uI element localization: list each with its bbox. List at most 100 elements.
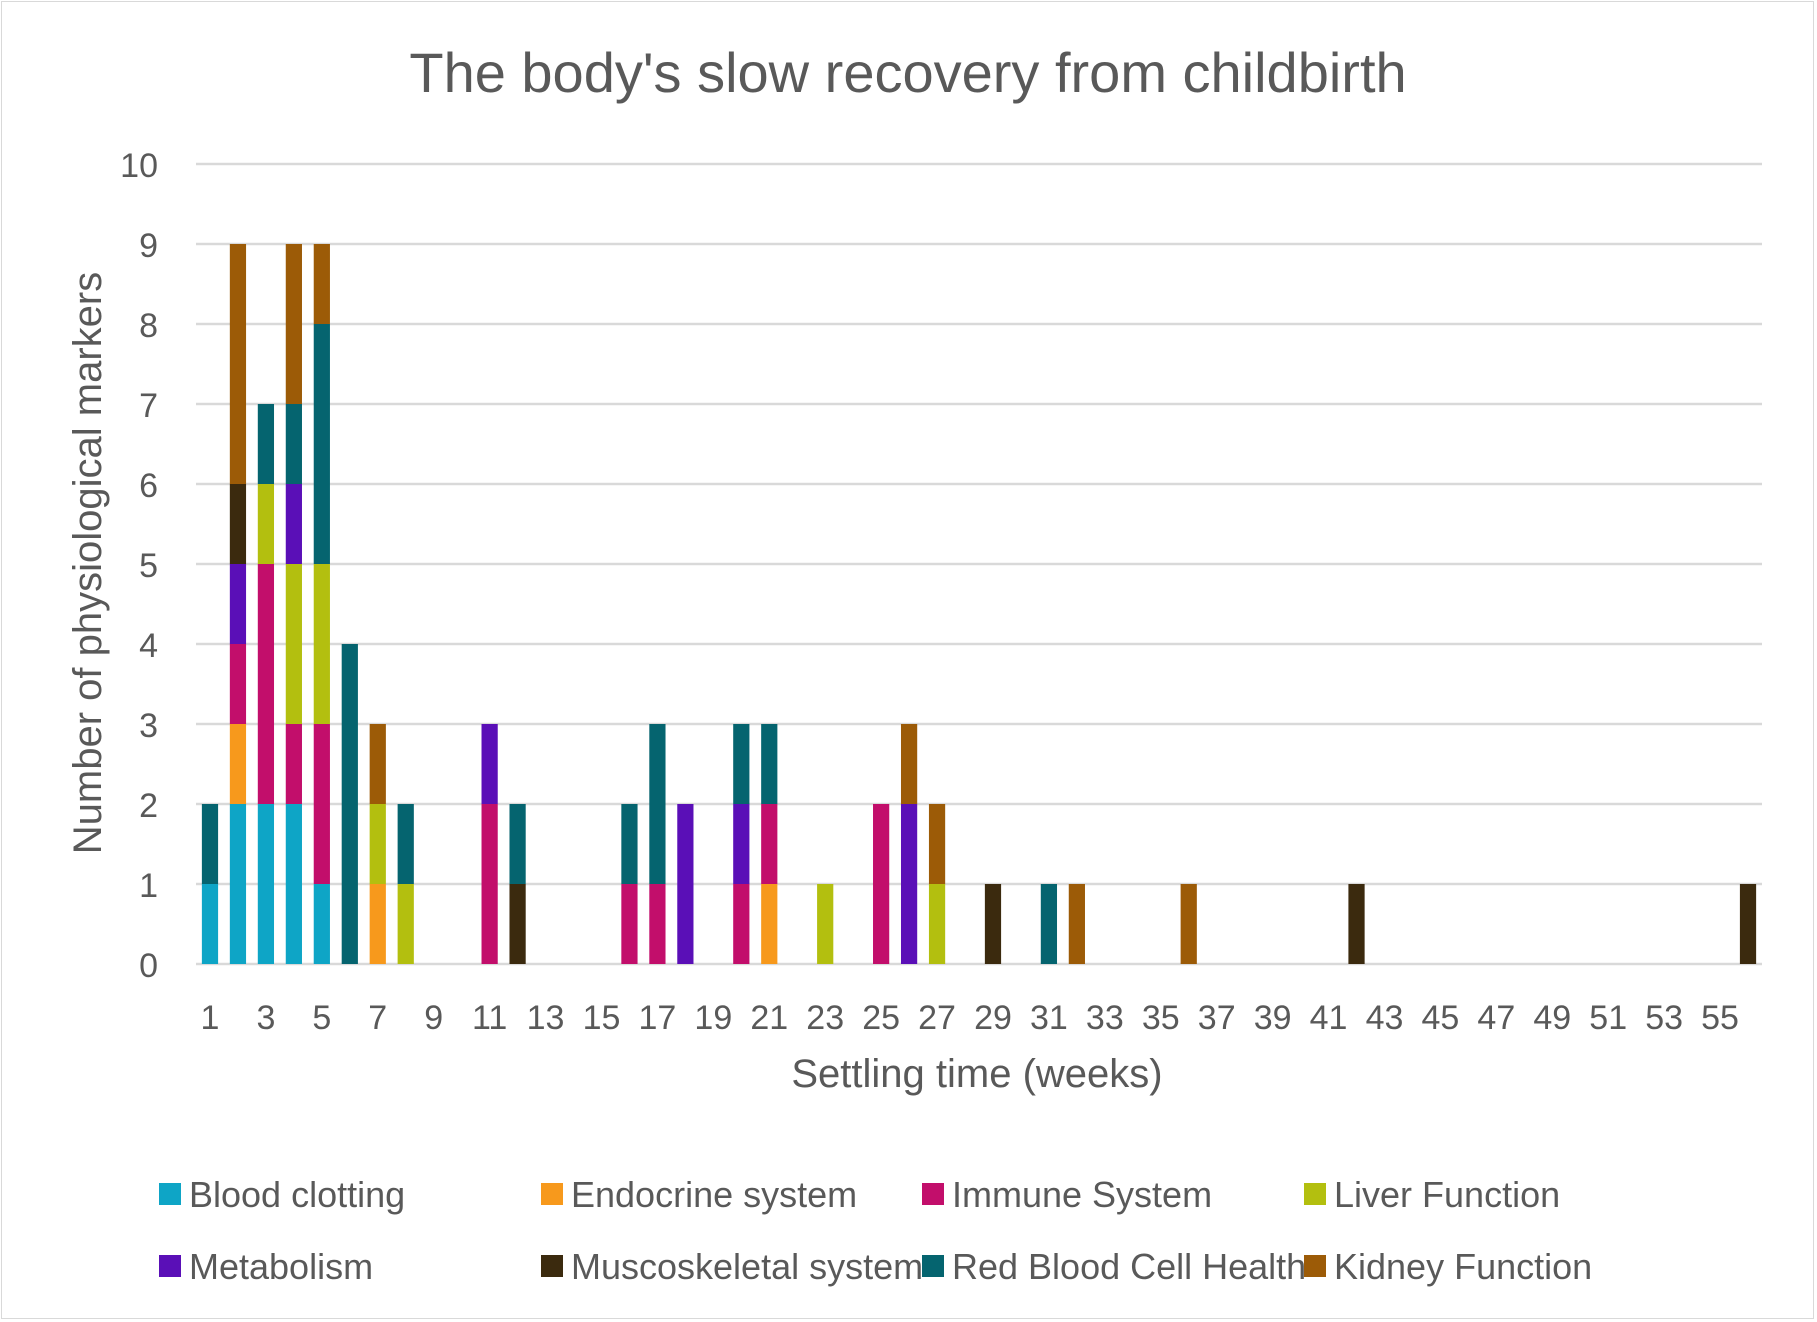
bar-segment: [313, 884, 330, 964]
legend-label: Immune System: [952, 1174, 1212, 1215]
bar-segment: [1739, 884, 1757, 964]
bar-segment: [313, 324, 330, 564]
x-tick-label: 39: [1254, 999, 1292, 1037]
bar-segment: [481, 724, 498, 804]
x-tick-label: 37: [1198, 999, 1236, 1037]
bar-segment: [621, 804, 638, 884]
x-tick-label: 55: [1701, 999, 1739, 1037]
legend-swatch: [922, 1183, 944, 1205]
bar-segment: [257, 404, 275, 484]
legend-item: Muscoskeletal system: [541, 1246, 923, 1287]
x-tick-label: 3: [256, 999, 275, 1037]
y-tick-label: 2: [139, 787, 158, 825]
bar-segment: [369, 804, 386, 884]
bar-segment: [817, 884, 834, 964]
bar-segment: [928, 804, 946, 884]
bar-segment: [313, 724, 330, 884]
y-tick-label: 1: [139, 867, 158, 905]
bar-segment: [984, 884, 1002, 964]
legend-label: Metabolism: [189, 1246, 373, 1287]
legend-label: Liver Function: [1334, 1174, 1560, 1215]
legend-item: Liver Function: [1304, 1174, 1560, 1215]
x-tick-label: 9: [424, 999, 443, 1037]
bar-segment: [285, 404, 302, 484]
legend-label: Red Blood Cell Health: [952, 1246, 1306, 1287]
legend-swatch: [922, 1255, 944, 1277]
x-tick-label: 13: [527, 999, 565, 1037]
bar-segment: [677, 804, 694, 964]
legend-swatch: [541, 1255, 563, 1277]
bar-segment: [257, 804, 275, 964]
x-tick-label: 21: [750, 999, 788, 1037]
bar-segment: [201, 884, 219, 964]
bar-segment: [257, 564, 275, 804]
y-axis-ticks: 0 1 2 3 4 5 6 7 8 9 10: [120, 147, 158, 985]
bar-segment: [285, 564, 302, 724]
bar-segment: [313, 564, 330, 724]
legend-item: Endocrine system: [541, 1174, 857, 1215]
bar-segment: [481, 804, 498, 964]
x-axis-ticks: 1 3 5 7 9 11 13 15 17 19 21 23 25 27 29 31 33 35 37 39 41 43 4…: [201, 999, 1739, 1037]
y-tick-label: 6: [139, 467, 158, 505]
bar-segment: [733, 884, 750, 964]
y-tick-label: 3: [139, 707, 158, 745]
x-tick-label: 19: [694, 999, 732, 1037]
bar-segment: [509, 884, 526, 964]
bar-segment: [201, 804, 219, 884]
x-tick-label: 45: [1421, 999, 1459, 1037]
bar-segment: [761, 884, 778, 964]
bar-segment: [873, 804, 890, 964]
bar-segment: [1348, 884, 1365, 964]
x-tick-label: 7: [368, 999, 387, 1037]
bar-segment: [761, 804, 778, 884]
bar-segment: [397, 884, 414, 964]
legend-item: Blood clotting: [159, 1174, 405, 1215]
bar-segment: [229, 804, 247, 964]
legend-item: Kidney Function: [1304, 1246, 1592, 1287]
x-tick-label: 35: [1142, 999, 1180, 1037]
bar-segment: [229, 244, 247, 484]
y-tick-label: 5: [139, 547, 158, 585]
x-tick-label: 11: [472, 999, 507, 1037]
x-tick-label: 43: [1366, 999, 1404, 1037]
bar-segment: [257, 484, 275, 564]
bar-segment: [1180, 884, 1197, 964]
x-tick-label: 17: [638, 999, 676, 1037]
legend-swatch: [159, 1183, 181, 1205]
bar-segment: [733, 804, 750, 884]
x-tick-label: 47: [1477, 999, 1515, 1037]
x-tick-label: 49: [1533, 999, 1571, 1037]
bar-segment: [649, 724, 666, 884]
bar-segment: [900, 724, 918, 804]
bar-segment: [285, 484, 302, 564]
y-axis-label: Number of physiological markers: [66, 272, 110, 854]
x-tick-label: 15: [583, 999, 621, 1037]
y-tick-label: 9: [139, 227, 158, 265]
legend-swatch: [541, 1183, 563, 1205]
bars: [201, 244, 1757, 964]
y-tick-label: 7: [139, 387, 158, 425]
legend-item: Immune System: [922, 1174, 1212, 1215]
bar-segment: [369, 724, 386, 804]
x-tick-label: 51: [1589, 999, 1627, 1037]
legend-swatch: [159, 1255, 181, 1277]
bar-segment: [285, 244, 302, 404]
x-tick-label: 29: [974, 999, 1012, 1037]
legend-swatch: [1304, 1183, 1326, 1205]
bar-segment: [229, 484, 247, 564]
bar-segment: [341, 644, 358, 964]
y-tick-label: 4: [139, 627, 158, 665]
bar-segment: [509, 804, 526, 884]
bar-segment: [285, 724, 302, 804]
bar-segment: [397, 804, 414, 884]
bar-segment: [313, 244, 330, 324]
y-tick-label: 10: [120, 147, 158, 185]
x-tick-label: 25: [862, 999, 900, 1037]
y-tick-label: 0: [139, 947, 158, 985]
y-tick-label: 8: [139, 307, 158, 345]
bar-segment: [900, 804, 918, 964]
bar-segment: [649, 884, 666, 964]
bar-segment: [369, 884, 386, 964]
